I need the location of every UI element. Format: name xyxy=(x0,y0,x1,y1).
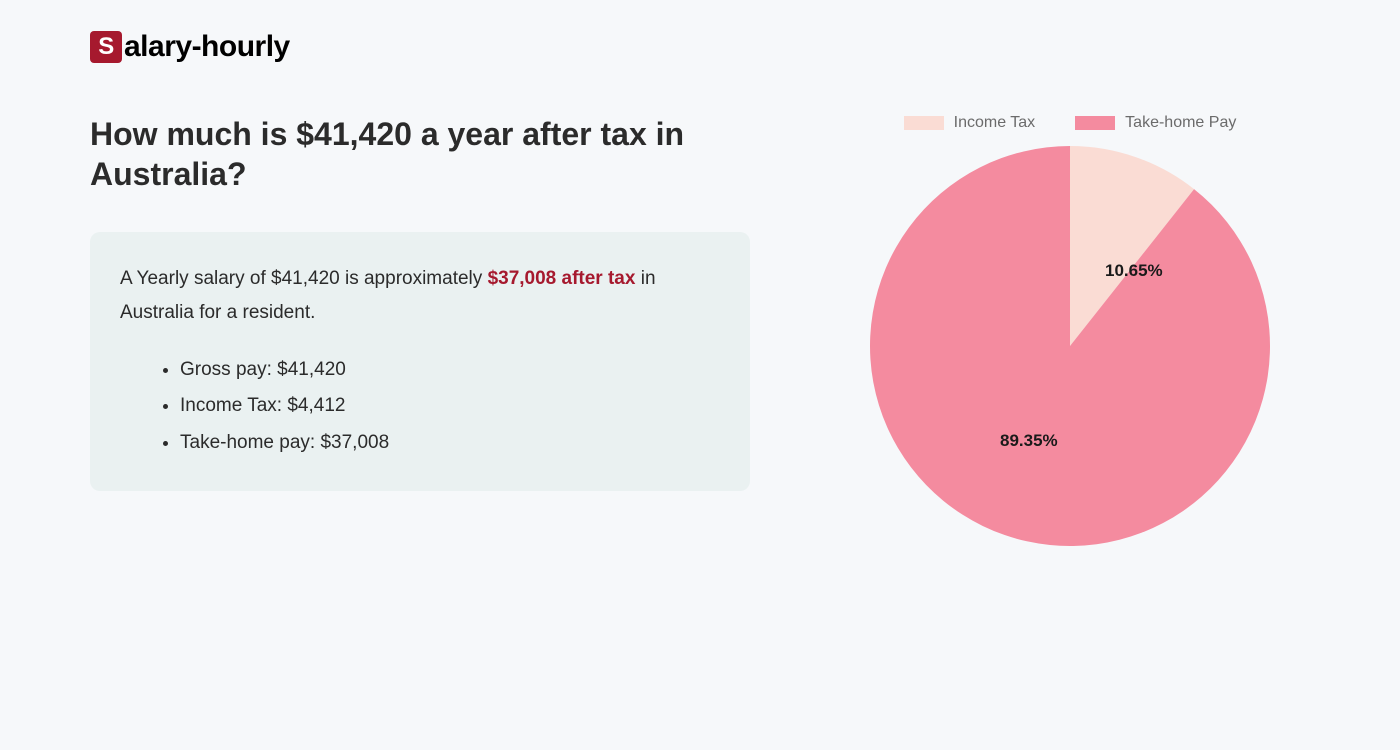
summary-text: A Yearly salary of $41,420 is approximat… xyxy=(120,262,720,330)
summary-highlight: $37,008 after tax xyxy=(488,268,636,289)
content-row: How much is $41,420 a year after tax in … xyxy=(90,114,1310,546)
site-logo: Salary-hourly xyxy=(90,30,1310,64)
list-item: Income Tax: $4,412 xyxy=(180,388,720,424)
legend-item-income-tax: Income Tax xyxy=(904,114,1036,132)
pie-svg xyxy=(870,146,1270,546)
page-root: Salary-hourly How much is $41,420 a year… xyxy=(0,0,1400,546)
logo-badge: S xyxy=(90,31,122,63)
page-title: How much is $41,420 a year after tax in … xyxy=(90,114,750,194)
chart-legend: Income Tax Take-home Pay xyxy=(904,114,1237,132)
detail-list: Gross pay: $41,420 Income Tax: $4,412 Ta… xyxy=(120,352,720,460)
legend-label: Income Tax xyxy=(954,114,1036,132)
pie-chart: 10.65% 89.35% xyxy=(870,146,1270,546)
list-item: Take-home pay: $37,008 xyxy=(180,425,720,461)
slice-label-income-tax: 10.65% xyxy=(1105,261,1163,281)
legend-swatch xyxy=(1075,116,1115,130)
list-item: Gross pay: $41,420 xyxy=(180,352,720,388)
chart-column: Income Tax Take-home Pay 10.65% 89.35% xyxy=(830,114,1310,546)
legend-item-take-home: Take-home Pay xyxy=(1075,114,1236,132)
summary-box: A Yearly salary of $41,420 is approximat… xyxy=(90,232,750,491)
slice-label-take-home: 89.35% xyxy=(1000,431,1058,451)
legend-label: Take-home Pay xyxy=(1125,114,1236,132)
logo-text: alary-hourly xyxy=(124,30,290,64)
left-column: How much is $41,420 a year after tax in … xyxy=(90,114,750,491)
legend-swatch xyxy=(904,116,944,130)
summary-pre: A Yearly salary of $41,420 is approximat… xyxy=(120,268,488,289)
